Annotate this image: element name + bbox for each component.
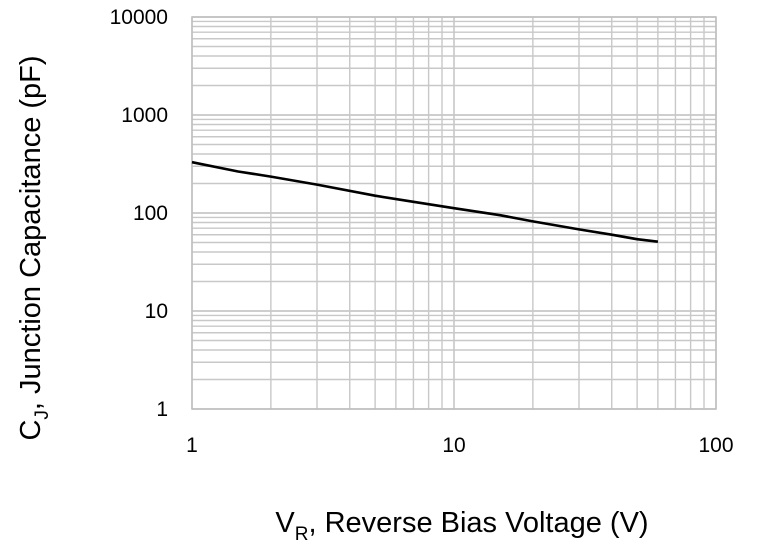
y-tick-label: 10 (145, 300, 168, 323)
tick-labels: 1 10 100 10000 1000 100 10 1 (110, 6, 734, 457)
plot-frame (191, 16, 717, 410)
x-tick-label: 100 (698, 434, 733, 457)
series-line (191, 160, 659, 243)
x-tick-label: 10 (442, 434, 465, 457)
y-tick-label: 10000 (110, 6, 168, 29)
x-axis-label: VR, Reverse Bias Voltage (V) (275, 507, 648, 545)
y-tick-label: 1 (156, 398, 168, 421)
x-tick-label: 1 (186, 434, 198, 457)
series-layer (191, 160, 659, 243)
y-axis-label: CJ, Junction Capacitance (pF) (15, 55, 53, 440)
grid (191, 16, 717, 410)
y-tick-label: 100 (133, 202, 168, 225)
y-tick-label: 1000 (121, 104, 168, 127)
